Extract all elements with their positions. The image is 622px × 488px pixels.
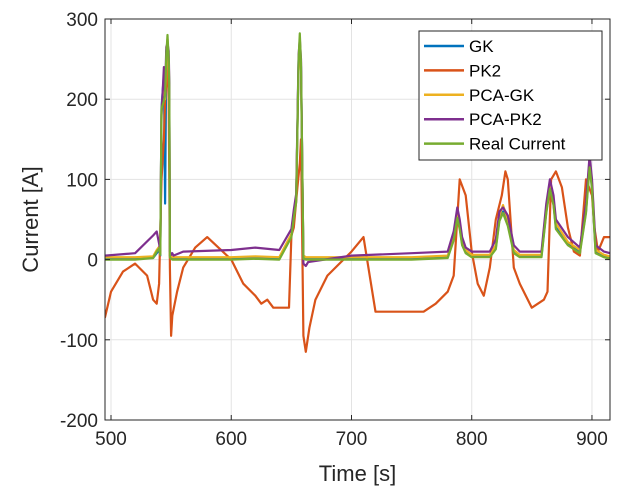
legend: GK PK2 PCA-GK PCA-PK2 Real Current <box>418 30 603 161</box>
y-tick-label: 0 <box>87 251 98 272</box>
x-tick-label: 500 <box>95 429 127 450</box>
y-tick-label: -100 <box>60 331 98 352</box>
y-tick-label: 100 <box>66 170 98 191</box>
legend-entry-label: Real Current <box>469 135 566 154</box>
x-tick-label: 800 <box>456 429 488 450</box>
y-axis-label: Current [A] <box>18 166 43 272</box>
legend-entry-label: PCA-PK2 <box>469 110 542 129</box>
x-axis-ticks: 500 600 700 800 900 <box>95 19 608 450</box>
legend-entry-label: PCA-GK <box>469 86 535 105</box>
legend-entry-label: GK <box>469 37 494 56</box>
plot-frame <box>104 18 611 421</box>
x-tick-label: 600 <box>215 429 247 450</box>
series-line-real-current <box>105 32 610 261</box>
plot-series <box>105 32 610 353</box>
x-tick-label: 900 <box>576 429 608 450</box>
y-tick-label: -200 <box>60 411 98 432</box>
y-axis-ticks: -200 -100 0 100 200 300 <box>60 10 610 432</box>
x-axis-label: Time [s] <box>319 461 396 486</box>
legend-entry-label: PK2 <box>469 61 501 80</box>
y-tick-label: 300 <box>66 10 98 31</box>
y-tick-label: 200 <box>66 90 98 111</box>
x-tick-label: 700 <box>336 429 368 450</box>
